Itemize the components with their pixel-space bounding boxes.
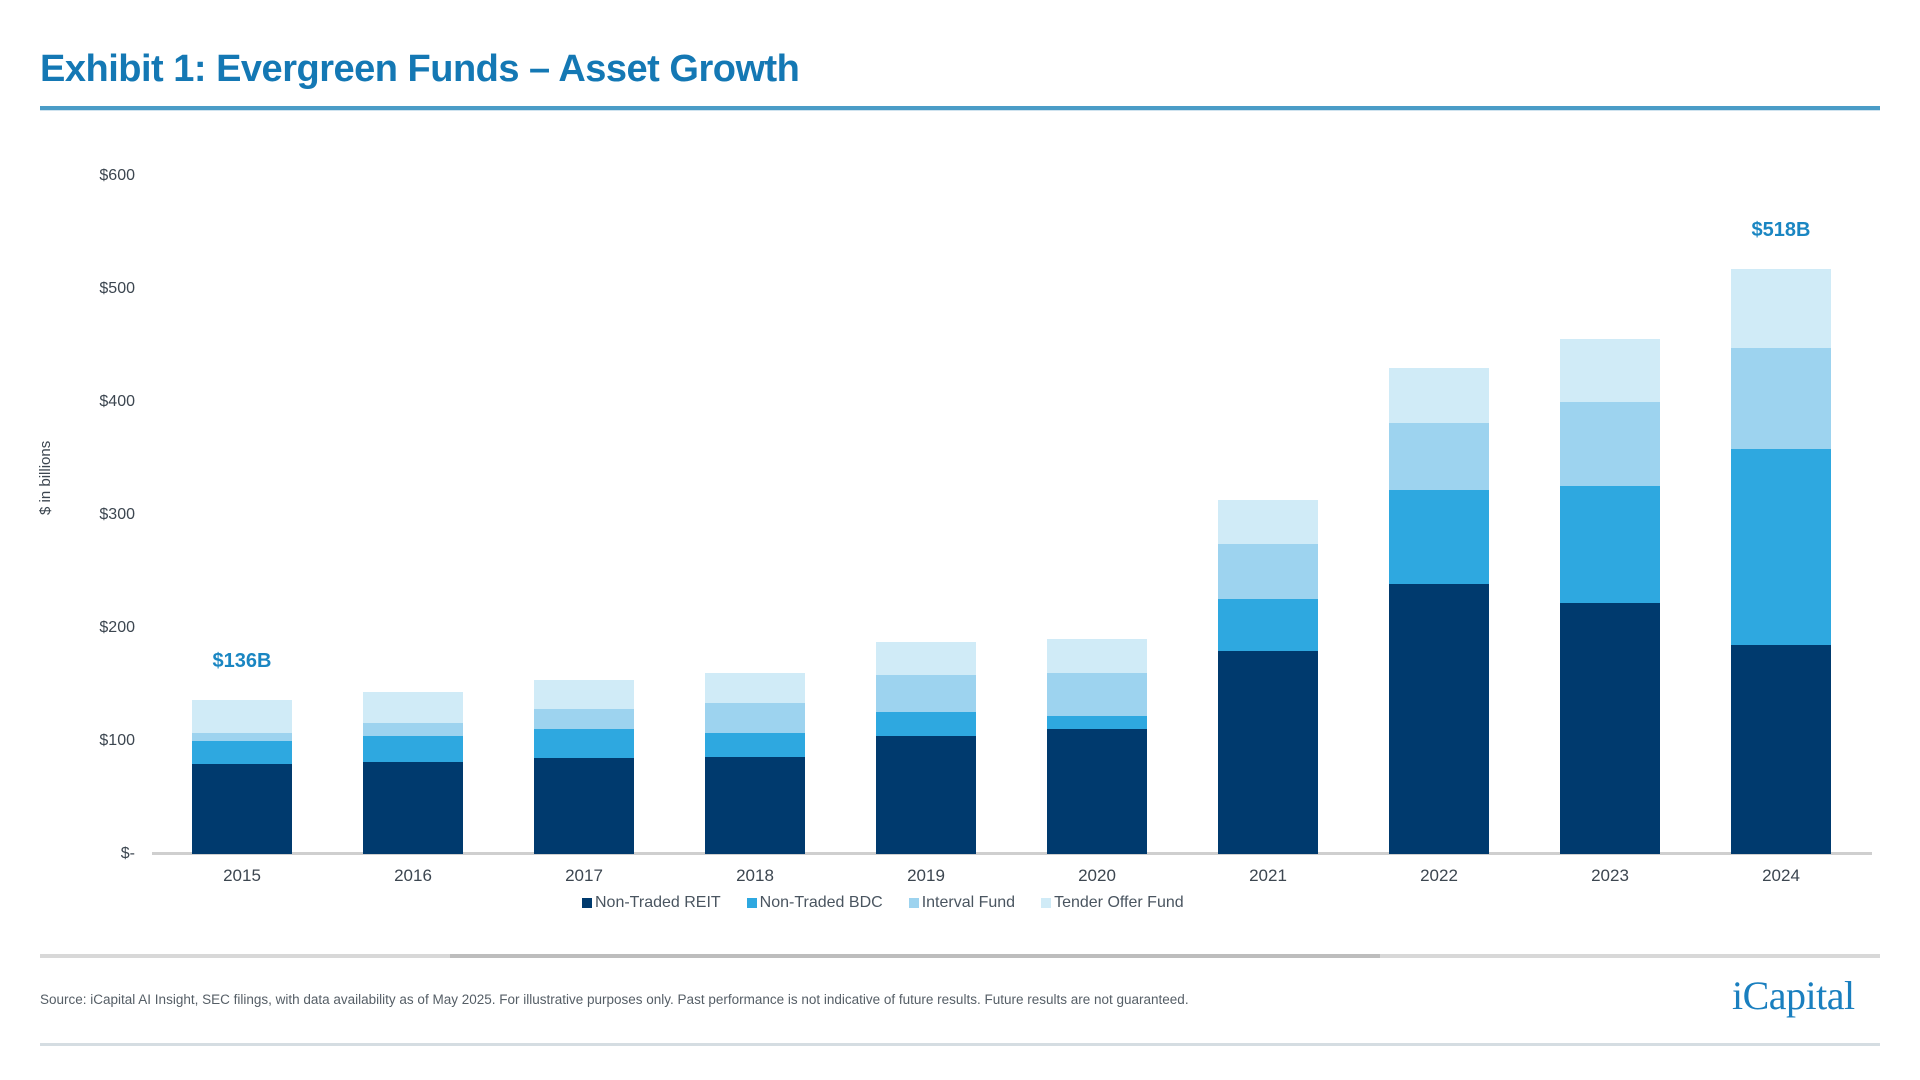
bar-segment — [1560, 485, 1660, 604]
bar-segment — [1560, 603, 1660, 854]
legend-item: Non-Traded REIT — [582, 894, 721, 912]
x-tick-label: 2022 — [1420, 866, 1458, 885]
legend-label: Non-Traded REIT — [595, 894, 721, 911]
y-tick-label: $400 — [99, 393, 135, 410]
legend-label: Interval Fund — [921, 894, 1016, 911]
legend: Non-Traded REIT Non-Traded BDC Interval Fu… — [582, 894, 1184, 912]
bar-segment — [876, 736, 976, 854]
bar-segment — [534, 679, 634, 710]
bar-segment — [192, 741, 292, 764]
bar-2021 — [1218, 500, 1318, 854]
bar-2019 — [876, 641, 976, 854]
page-title: Exhibit 1: Evergreen Funds – Asset Growt… — [40, 48, 800, 90]
bar-segment — [705, 756, 805, 854]
bar-segment — [1047, 673, 1147, 717]
bar-segment — [1389, 423, 1489, 491]
total-label: $136B — [212, 650, 272, 673]
legend-item: Interval Fund — [908, 894, 1016, 912]
bar-segment — [876, 641, 976, 676]
bar-segment — [1218, 650, 1318, 854]
source-note: Source: iCapital AI Insight, SEC filings… — [40, 992, 1189, 1007]
bar-segment — [1389, 368, 1489, 424]
x-tick-label: 2016 — [394, 866, 432, 885]
x-tick-label: 2019 — [907, 866, 945, 885]
bar-segment — [1389, 583, 1489, 854]
bar-segment — [1731, 449, 1831, 645]
bar-segment — [534, 757, 634, 854]
bar-segment — [1218, 598, 1318, 651]
x-tick-label: 2017 — [565, 866, 603, 885]
bar-segment — [1731, 347, 1831, 450]
bar-segment — [705, 702, 805, 734]
bar-2018 — [705, 673, 805, 854]
bar-segment — [363, 762, 463, 854]
y-tick-label: $100 — [99, 732, 135, 749]
bar-segment — [1047, 716, 1147, 729]
legend-swatch-icon — [746, 898, 757, 908]
bar-segment — [1218, 500, 1318, 545]
y-tick-label: $- — [120, 845, 135, 862]
bar-segment — [1560, 402, 1660, 486]
x-tick-label: 2018 — [736, 866, 774, 885]
y-tick-label: $600 — [99, 167, 135, 184]
x-tick-label: 2021 — [1249, 866, 1287, 885]
bar-segment — [1731, 268, 1831, 348]
bar-2016 — [363, 692, 463, 854]
bar-segment — [363, 736, 463, 763]
y-tick-label: $200 — [99, 619, 135, 636]
x-tick-label: 2024 — [1762, 866, 1800, 885]
bar-2024 — [1731, 268, 1831, 854]
footer-divider-bottom — [40, 1043, 1880, 1046]
bar-segment — [534, 709, 634, 729]
bar-2017 — [534, 679, 634, 854]
bar-segment — [1047, 639, 1147, 674]
bar-segment — [1047, 728, 1147, 854]
title-divider — [40, 106, 1880, 111]
total-label: $518B — [1751, 218, 1811, 241]
y-axis-label: $ in billions — [37, 440, 54, 515]
x-axis-line — [152, 852, 1872, 855]
bar-segment — [705, 673, 805, 703]
bar-segment — [192, 700, 292, 734]
bar-segment — [876, 675, 976, 712]
y-tick-label: $300 — [99, 506, 135, 523]
legend-label: Non-Traded BDC — [759, 894, 883, 911]
bar-segment — [705, 733, 805, 757]
footer-divider-top — [40, 954, 1880, 958]
legend-swatch-icon — [1041, 898, 1052, 908]
bar-2020 — [1047, 639, 1147, 854]
bar-segment — [192, 763, 292, 854]
x-tick-label: 2020 — [1078, 866, 1116, 885]
bar-segment — [363, 692, 463, 723]
bar-segment — [876, 711, 976, 737]
x-tick-label: 2023 — [1591, 866, 1629, 885]
x-tick-label: 2015 — [223, 866, 261, 885]
bar-2015 — [192, 700, 292, 854]
bar-segment — [1560, 338, 1660, 402]
bar-segment — [1389, 490, 1489, 584]
icapital-logo: iCapital — [1732, 973, 1855, 1018]
y-tick-label: $500 — [99, 280, 135, 297]
legend-label: Tender Offer Fund — [1054, 894, 1184, 911]
legend-item: Non-Traded BDC — [746, 894, 883, 912]
bar-2023 — [1560, 338, 1660, 854]
bar-segment — [1731, 644, 1831, 854]
legend-swatch-icon — [908, 898, 919, 908]
legend-swatch-icon — [582, 898, 592, 908]
bar-segment — [1218, 544, 1318, 599]
legend-item: Tender Offer Fund — [1041, 894, 1184, 912]
bar-segment — [363, 722, 463, 737]
bar-2022 — [1389, 368, 1489, 854]
bar-segment — [534, 728, 634, 758]
bar-segment — [192, 733, 292, 741]
